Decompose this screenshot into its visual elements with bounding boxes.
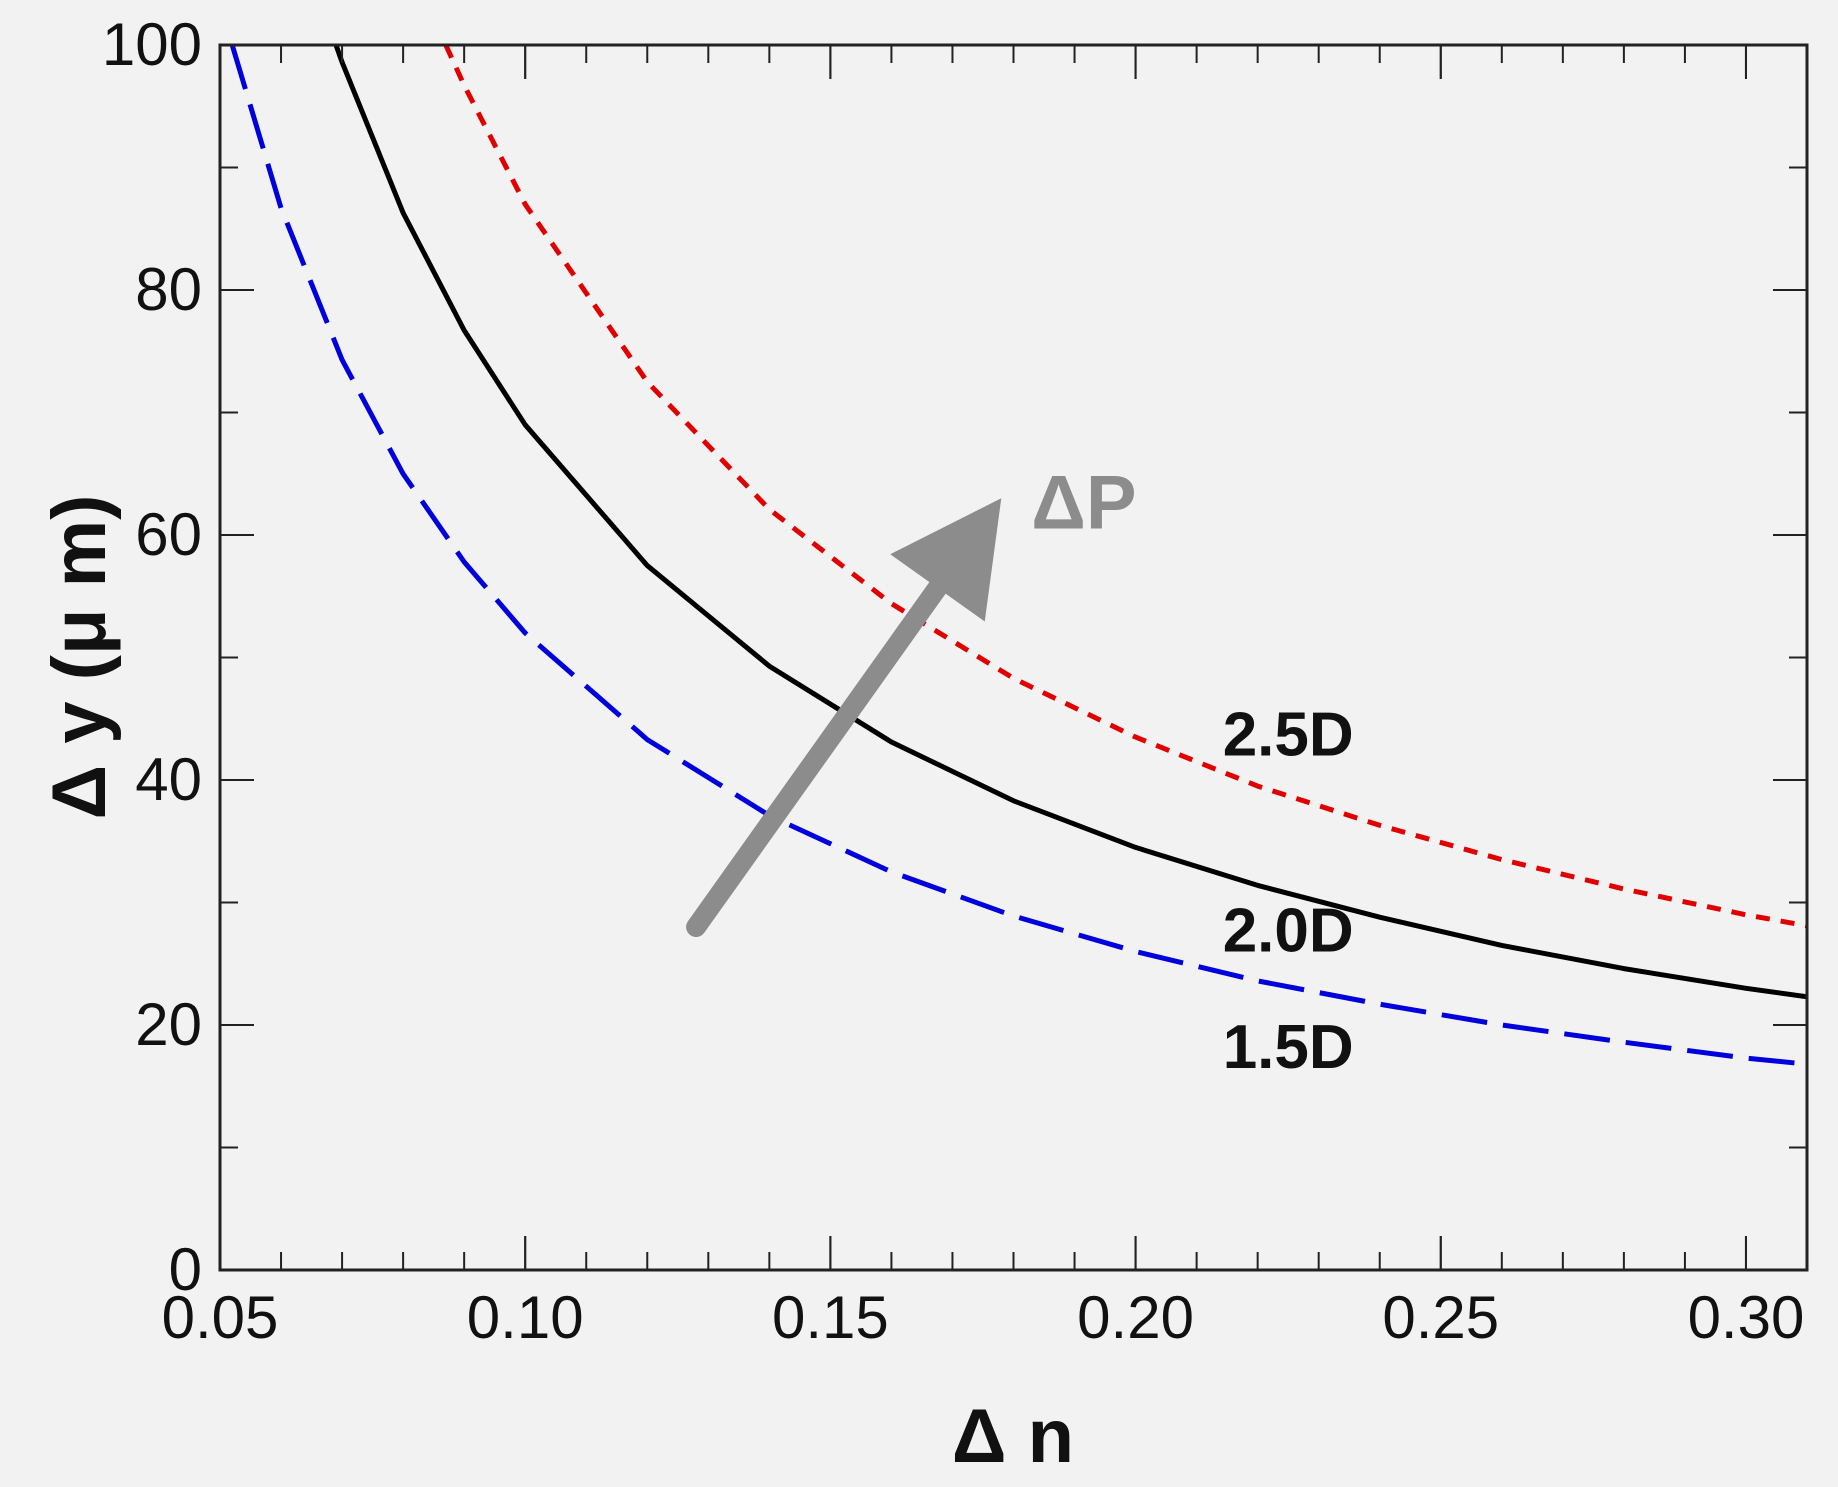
annotation-layer: ΔP xyxy=(686,460,1137,937)
curve-label-1-5d: 1.5D xyxy=(1223,1013,1354,1082)
x-tick-label: 0.05 xyxy=(162,1284,279,1351)
labels-layer: 0.05 0.10 0.15 0.20 0.25 0.30 0 20 40 60 80 100 1.5D… xyxy=(102,11,1804,1351)
x-tick-label: 0.25 xyxy=(1382,1284,1499,1351)
series-line-2-5d xyxy=(443,45,1807,929)
x-tick-label: 0.30 xyxy=(1688,1284,1805,1351)
y-tick-label: 100 xyxy=(102,11,202,78)
annotation-arrow-head xyxy=(890,498,1002,622)
curve-label-2-0d: 2.0D xyxy=(1223,897,1354,966)
curve-label-2-5d: 2.5D xyxy=(1223,701,1354,770)
x-tick-label: 0.10 xyxy=(467,1284,584,1351)
y-tick-label: 20 xyxy=(135,991,202,1058)
y-tick-label: 40 xyxy=(135,746,202,813)
annotation-label: ΔP xyxy=(1031,460,1136,545)
x-tick-label: 0.15 xyxy=(772,1284,889,1351)
y-tick-label: 0 xyxy=(169,1236,202,1303)
x-tick-label: 0.20 xyxy=(1077,1284,1194,1351)
y-tick-label: 60 xyxy=(135,501,202,568)
series-line-2-0d xyxy=(333,45,1807,1000)
y-tick-label: 80 xyxy=(135,256,202,323)
series-line-1-5d xyxy=(229,45,1807,1067)
x-axis-title: Δ n xyxy=(952,1394,1074,1479)
plot-frame xyxy=(218,43,1809,1272)
annotation-arrow-shaft xyxy=(686,577,948,937)
curves-layer xyxy=(229,45,1807,1067)
ticks-layer xyxy=(219,44,1807,1271)
y-axis-title: Δ y (μ m) xyxy=(37,495,122,820)
